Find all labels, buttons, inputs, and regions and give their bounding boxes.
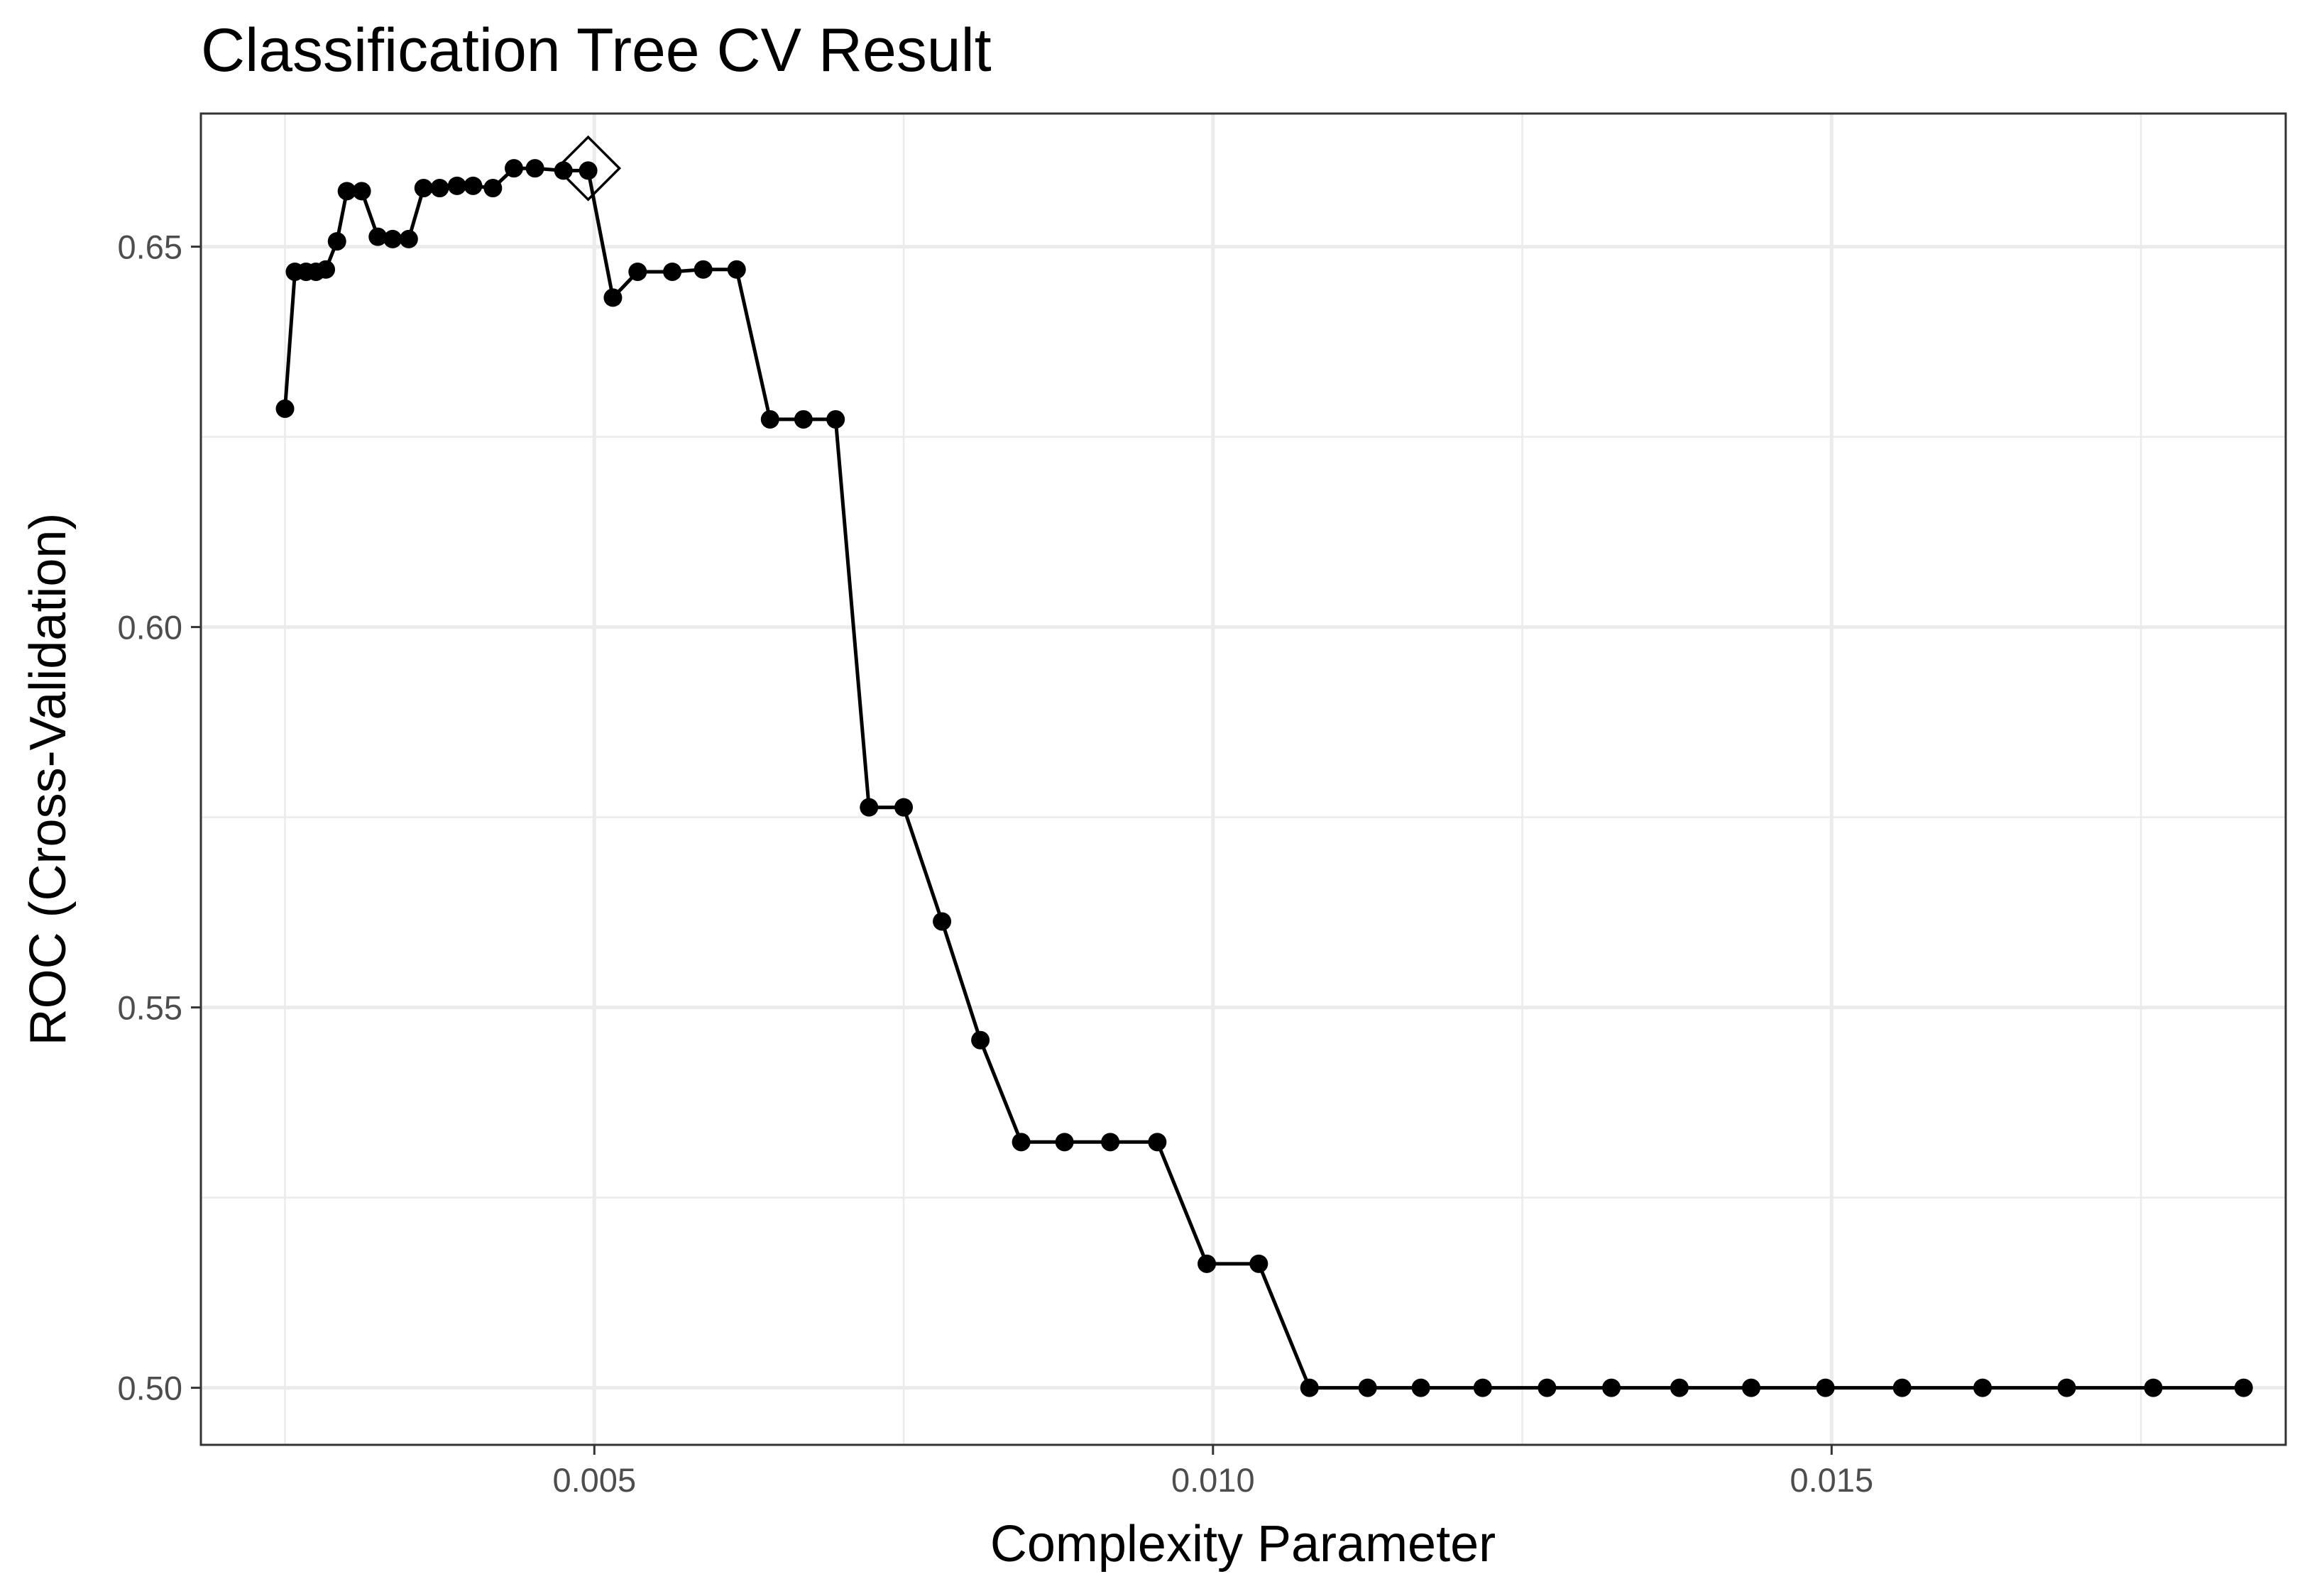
data-point-0: [275, 399, 295, 418]
x-tick-label-2: 0.015: [1790, 1461, 1873, 1499]
data-point-21: [628, 262, 647, 281]
series-line-0: [283, 166, 2244, 1390]
data-point-12: [430, 179, 449, 198]
data-point-14: [464, 176, 483, 195]
x-axis-title: Complexity Parameter: [990, 1516, 1496, 1573]
data-point-11: [414, 179, 433, 198]
data-point-44: [1670, 1378, 1689, 1397]
y-tick-label-0: 0.50: [118, 1370, 182, 1407]
data-point-9: [383, 229, 402, 248]
data-point-26: [794, 409, 813, 429]
data-point-39: [1358, 1378, 1377, 1397]
data-point-43: [1602, 1378, 1621, 1397]
data-point-47: [1892, 1378, 1912, 1397]
data-point-49: [2057, 1378, 2076, 1397]
data-point-5: [327, 232, 346, 251]
x-tick-label-1: 0.010: [1171, 1461, 1255, 1499]
minor-gridlines: [201, 114, 2286, 1445]
best-layer: [555, 135, 622, 202]
data-point-35: [1148, 1133, 1167, 1152]
y-tick-label-2: 0.60: [118, 609, 182, 646]
data-point-7: [352, 182, 371, 201]
data-point-38: [1300, 1378, 1319, 1397]
data-point-20: [603, 288, 623, 307]
data-point-29: [894, 798, 914, 817]
data-point-31: [971, 1030, 990, 1050]
y-axis: 0.50 0.55 0.60 0.65: [118, 229, 201, 1407]
data-point-23: [694, 260, 713, 279]
data-point-4: [317, 260, 336, 279]
data-point-34: [1101, 1133, 1120, 1152]
data-point-36: [1198, 1254, 1217, 1273]
data-point-51: [2234, 1378, 2253, 1397]
x-tick-label-0: 0.005: [552, 1461, 636, 1499]
data-point-27: [826, 409, 845, 429]
data-point-8: [368, 227, 388, 246]
data-point-24: [727, 260, 746, 279]
data-point-17: [525, 159, 544, 178]
chart-title: Classification Tree CV Result: [201, 16, 992, 84]
data-point-19: [579, 161, 598, 180]
data-point-33: [1055, 1133, 1074, 1152]
y-tick-label-1: 0.55: [118, 989, 182, 1027]
y-axis-title: ROC (Cross-Validation): [20, 513, 77, 1046]
data-point-30: [933, 912, 952, 931]
data-point-48: [1973, 1378, 1992, 1397]
best-value-marker: [555, 135, 622, 202]
data-point-22: [663, 262, 682, 281]
data-point-18: [554, 161, 573, 180]
data-point-6: [337, 182, 356, 201]
x-axis: 0.005 0.010 0.015: [552, 1445, 1873, 1499]
data-point-42: [1538, 1378, 1557, 1397]
series-layer: [283, 166, 2244, 1390]
panel-border: [199, 112, 2287, 1446]
data-point-41: [1473, 1378, 1492, 1397]
data-point-40: [1411, 1378, 1430, 1397]
data-point-45: [1742, 1378, 1761, 1397]
data-point-32: [1012, 1133, 1031, 1152]
data-point-25: [760, 409, 779, 429]
data-point-46: [1816, 1378, 1835, 1397]
data-point-13: [447, 176, 466, 195]
points-layer: [275, 159, 2253, 1397]
data-point-15: [483, 179, 503, 198]
data-point-37: [1249, 1254, 1268, 1273]
y-tick-label-3: 0.65: [118, 229, 182, 266]
data-point-10: [399, 229, 418, 248]
data-point-16: [504, 159, 523, 178]
data-point-28: [860, 798, 879, 817]
data-point-50: [2144, 1378, 2163, 1397]
major-gridlines: [201, 114, 2286, 1445]
